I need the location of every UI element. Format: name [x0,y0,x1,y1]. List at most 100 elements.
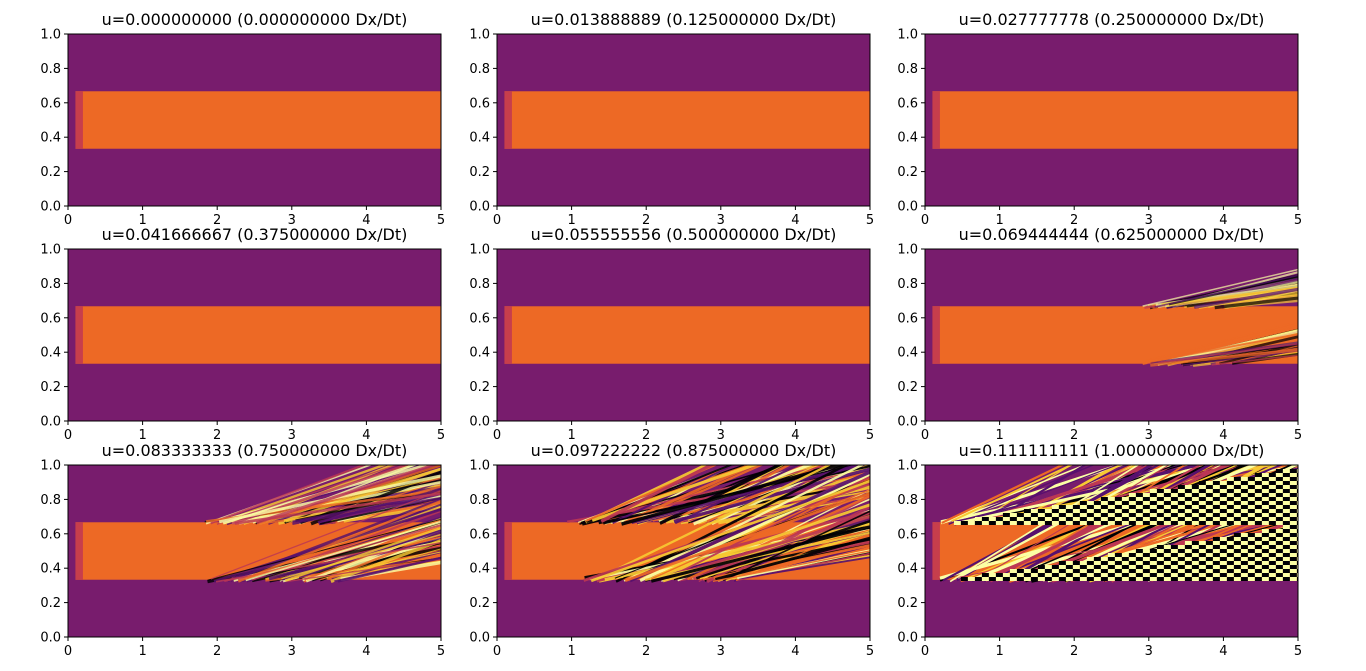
y-tick-label: 0.6 [897,96,918,111]
checker-cell [1289,573,1297,577]
checker-cell [1268,569,1276,573]
instability-stripes [204,465,441,584]
checker-cell [1254,541,1262,545]
checker-cell [1219,557,1227,561]
y-tick-label: 0.2 [40,165,61,180]
stripe [1211,354,1298,366]
checker-cell [1254,573,1262,577]
checker-cell [1191,577,1199,581]
checker-cell [1037,517,1045,521]
checker-cell [1233,521,1241,525]
checker-cell [1198,549,1206,553]
checker-cell [1247,493,1255,497]
checker-cell [1226,481,1234,485]
checker-cell [1289,565,1297,569]
y-tick-label: 1.0 [897,28,918,43]
checker-cell [1093,569,1101,573]
checker-cell [1163,565,1171,569]
checker-cell [1170,553,1178,557]
checker-cell [1051,569,1059,573]
checker-cell [1254,521,1262,525]
checker-cell [1247,565,1255,569]
checker-cell [1016,517,1024,521]
checker-cell [1030,513,1038,517]
checker-cell [1226,573,1234,577]
checker-cell [1198,489,1206,493]
checker-cell [1282,557,1290,561]
checker-cell [1261,521,1269,525]
x-tick-label: 2 [1070,428,1078,443]
y-tick-label: 1.0 [469,459,490,474]
checker-cell [1170,501,1178,505]
checker-cell [1254,481,1262,485]
checker-cell [1184,521,1192,525]
checker-cell [1184,565,1192,569]
checker-cell [1149,501,1157,505]
checker-cell [1121,497,1129,501]
checker-cell [1212,517,1220,521]
checker-cell [1058,573,1066,577]
y-tick-label: 0.8 [469,62,490,77]
checker-cell [1093,561,1101,565]
checker-cell [1149,513,1157,517]
checker-cell [1191,545,1199,549]
checker-cell [1065,565,1073,569]
stripe [1140,321,1298,363]
checker-cell [1296,557,1298,561]
checker-cell [1219,489,1227,493]
x-tick-label: 0 [64,213,72,228]
checker-cell [1233,577,1241,581]
checker-cell [1254,485,1262,489]
checker-cell [1268,537,1276,541]
checker-cell [1184,513,1192,517]
checker-cell [1296,529,1298,533]
checker-cell [1170,577,1178,581]
checker-cell [1170,513,1178,517]
y-tick-label: 1.0 [897,243,918,258]
subplot-8: 0 1 2 3 4 5 0.0 0.2 0.4 0.6 0.8 1.0 u=0.097222222 (0… [469,441,874,659]
checker-cell [1009,521,1017,525]
checker-cell [1142,497,1150,501]
checker-cell [1212,573,1220,577]
checker-cell [1247,509,1255,513]
checker-cell [1275,541,1283,545]
checker-cell [1268,509,1276,513]
stripe [621,465,847,526]
checker-cell [1296,565,1298,569]
checker-cell [1275,505,1283,509]
y-tick-label: 1.0 [40,243,61,258]
checker-cell [1289,497,1297,501]
checker-cell [1198,577,1206,581]
checker-cell [1289,509,1297,513]
checker-cell [1128,521,1136,525]
stripe [216,465,400,525]
checker-cell [1198,573,1206,577]
checker-cell [1184,541,1192,545]
checker-cell [1275,493,1283,497]
checker-cell [1268,485,1276,489]
checker-cell [981,573,989,577]
checker-cell [1247,481,1255,485]
checker-cell [1240,509,1248,513]
checker-cell [1142,573,1150,577]
checker-cell [1282,481,1290,485]
checker-cell [1240,557,1248,561]
checker-cell [1233,565,1241,569]
checker-cell [1233,517,1241,521]
heatmap-area [497,34,870,206]
checker-cell [1135,557,1143,561]
stripe [317,488,441,524]
checker-cell [1205,501,1213,505]
checker-cell [1198,569,1206,573]
x-tick-label: 4 [791,213,799,228]
checker-cell [1233,553,1241,557]
checker-cell [1072,521,1080,525]
checker-cell [1065,577,1073,581]
checker-cell [1142,513,1150,517]
checker-cell [1058,577,1066,581]
stripe [941,465,1065,524]
checker-cell [1142,561,1150,565]
y-tick-label: 0.0 [897,415,918,430]
checker-cell [1114,577,1122,581]
checker-cell [1261,505,1269,509]
